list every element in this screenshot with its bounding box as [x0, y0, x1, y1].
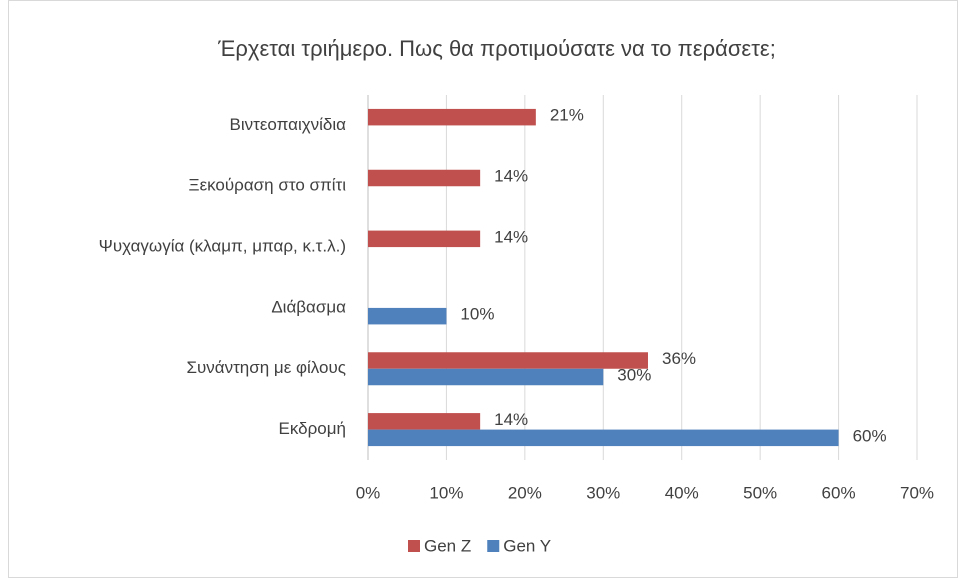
- y-tick-label: Ψυχαγωγία (κλαμπ, μπαρ, κ.τ.λ.): [99, 237, 346, 256]
- data-label: 10%: [460, 305, 494, 324]
- data-label: 30%: [617, 365, 651, 384]
- bar: [368, 230, 481, 248]
- data-label: 14%: [494, 410, 528, 429]
- bar: [368, 108, 536, 126]
- data-label: 36%: [662, 349, 696, 368]
- x-tick-label: 60%: [822, 483, 856, 502]
- y-tick-label: Εκδρομή: [279, 419, 346, 438]
- x-tick-label: 0%: [356, 483, 381, 502]
- chart-title: Έρχεται τριήμερο. Πως θα προτιμούσατε να…: [217, 36, 776, 61]
- bar: [368, 413, 481, 430]
- legend-label: Gen Y: [503, 536, 551, 555]
- x-tick-label: 30%: [586, 483, 620, 502]
- data-label: 60%: [853, 426, 887, 445]
- data-label: 14%: [494, 227, 528, 246]
- x-tick-label: 70%: [900, 483, 934, 502]
- legend-label: Gen Z: [424, 536, 471, 555]
- x-tick-label: 10%: [429, 483, 463, 502]
- legend-swatch: [408, 540, 420, 552]
- x-tick-label: 50%: [743, 483, 777, 502]
- chart-border: [8, 0, 958, 578]
- bar: [368, 429, 839, 447]
- x-tick-label: 20%: [508, 483, 542, 502]
- data-label: 21%: [550, 106, 584, 125]
- data-label: 14%: [494, 166, 528, 185]
- bar: [368, 307, 447, 325]
- x-tick-label: 40%: [665, 483, 699, 502]
- y-tick-label: Ξεκούραση στο σπίτι: [189, 176, 347, 195]
- bar: [368, 368, 604, 386]
- y-tick-label: Συνάντηση με φίλους: [186, 358, 346, 377]
- bar: [368, 169, 481, 187]
- y-tick-label: Διάβασμα: [271, 297, 346, 316]
- legend-swatch: [487, 540, 500, 552]
- y-tick-label: Βιντεοπαιχνίδια: [230, 115, 347, 134]
- bar: [368, 352, 648, 369]
